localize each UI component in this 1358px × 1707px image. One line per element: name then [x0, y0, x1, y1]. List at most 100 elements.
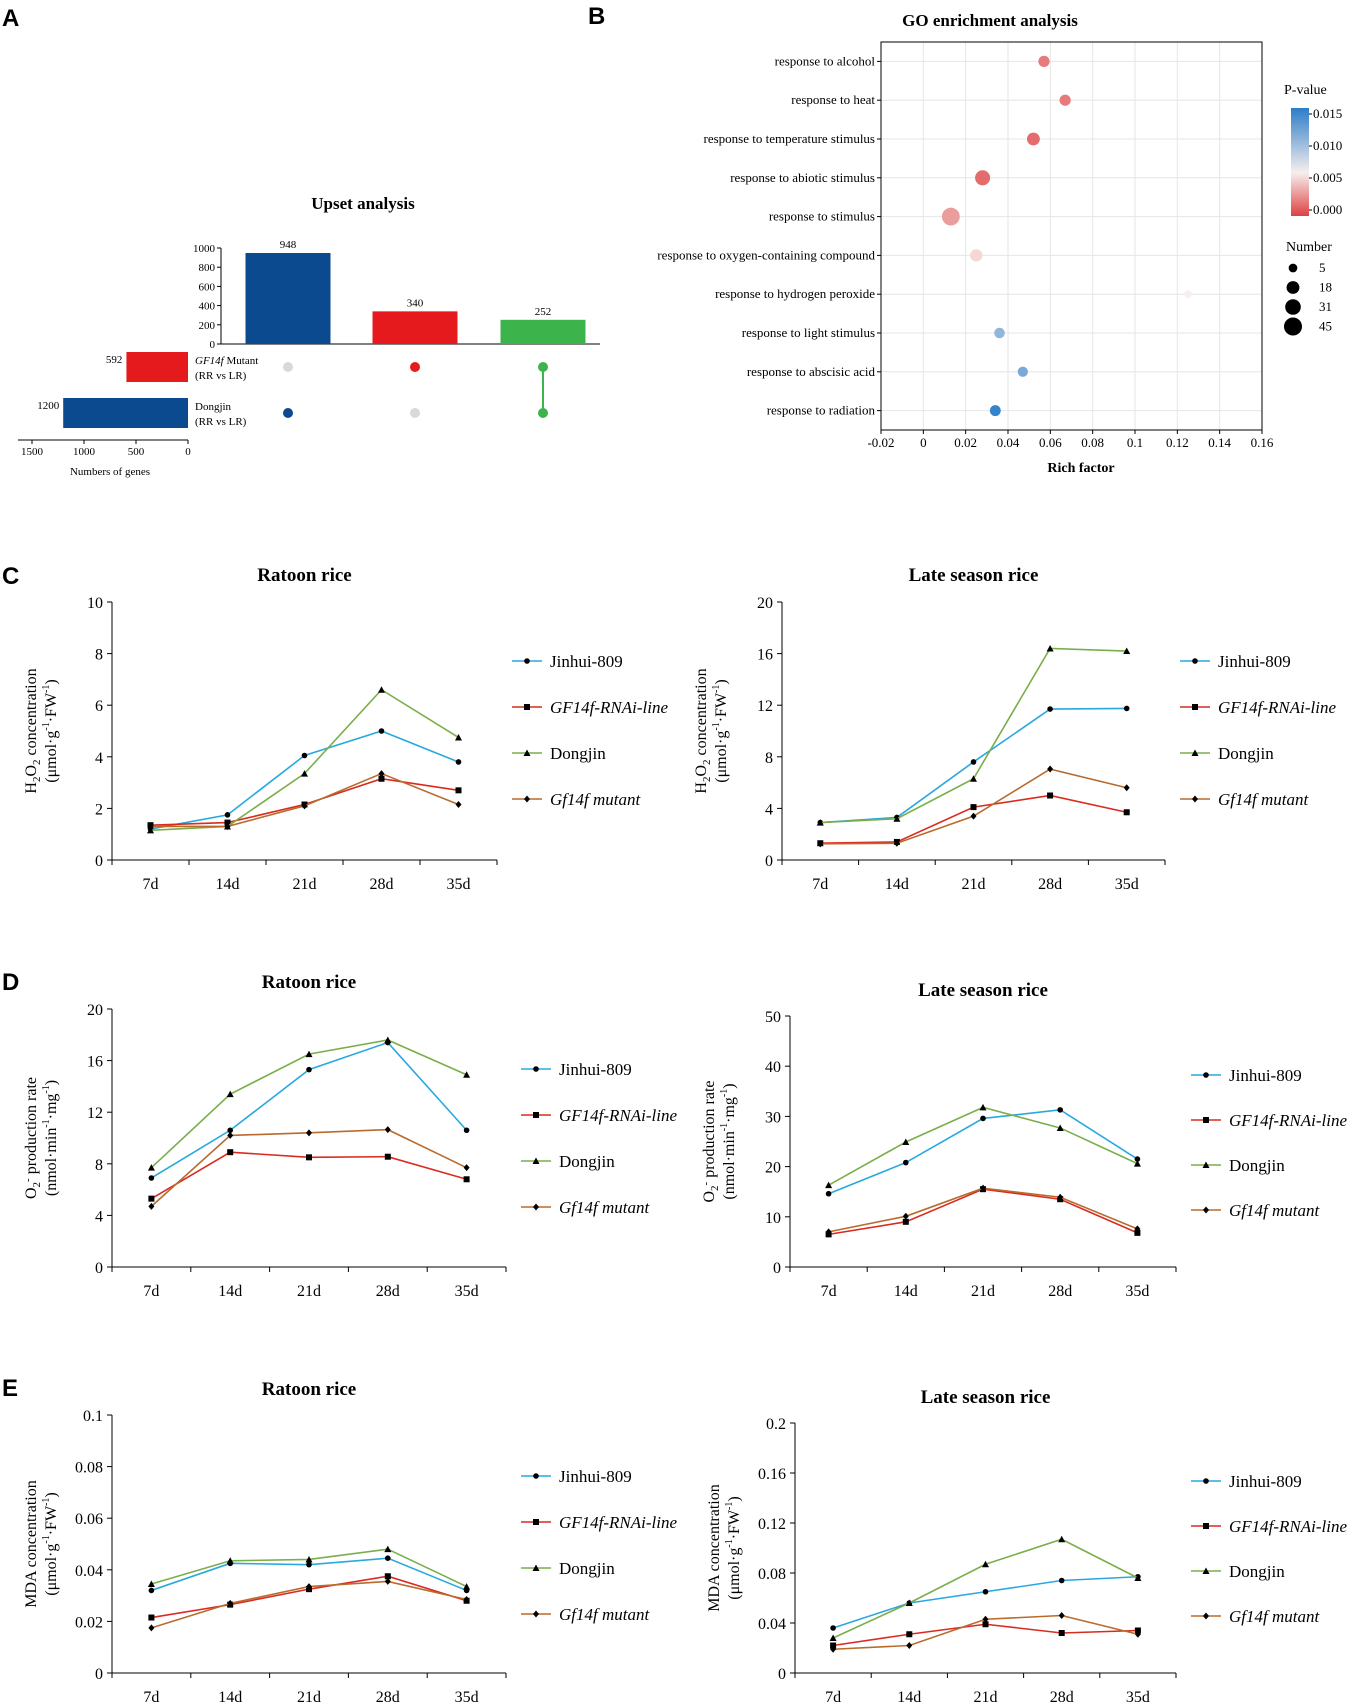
line-y-axis-label: O2- production rate	[700, 1080, 721, 1202]
go-term-point	[989, 405, 1001, 417]
go-term-point	[994, 327, 1005, 339]
upset-intersection-bar	[500, 319, 586, 344]
line-point-marker	[1058, 1535, 1066, 1543]
line-ytick-label: 4	[95, 750, 103, 767]
line-ytick-label: 10	[87, 595, 103, 612]
line-y-axis-label: O2- production rate	[22, 1077, 43, 1199]
line-point-marker	[524, 795, 530, 803]
line-legend-label: Gf14f mutant	[1229, 1607, 1320, 1626]
line-point-marker	[533, 1203, 539, 1211]
line-point-marker	[524, 658, 530, 664]
line-ytick-label: 0.12	[758, 1516, 786, 1533]
line-point-marker	[533, 1519, 539, 1525]
line-point-marker	[463, 1164, 470, 1172]
line-point-marker	[1123, 809, 1130, 816]
line-series-path	[150, 730, 459, 830]
go-term-point	[1059, 94, 1071, 106]
line-point-marker	[1134, 1229, 1141, 1236]
line-ytick-label: 16	[87, 1054, 103, 1071]
line-point-marker	[1056, 1124, 1064, 1131]
line-ytick-label: 30	[765, 1109, 781, 1126]
line-xtick-label: 28d	[1038, 876, 1062, 893]
go-term-label: response to hydrogen peroxide	[715, 286, 875, 301]
go-term-point	[941, 207, 960, 226]
line-chart-title: Late season rice	[918, 980, 1048, 1001]
line-point-marker	[903, 1159, 909, 1166]
line-point-marker	[1203, 1612, 1209, 1620]
line-ytick-label: 10	[765, 1210, 781, 1227]
line-xtick-label: 35d	[455, 1283, 479, 1300]
line-point-marker	[1133, 1160, 1141, 1167]
line-point-marker	[893, 839, 900, 847]
line-ytick-label: 6	[95, 698, 103, 715]
go-term-label: response to heat	[791, 92, 875, 107]
go-term-point	[1026, 132, 1040, 146]
line-point-marker	[1203, 1117, 1209, 1123]
line-ytick-label: 20	[765, 1160, 781, 1177]
line-point-marker	[1192, 658, 1198, 664]
line-point-marker	[825, 1190, 832, 1197]
line-y-axis-unit: (nmol·min-1​·mg-1​)	[41, 1080, 60, 1196]
line-point-marker	[227, 1149, 234, 1156]
go-size-legend-label: 31	[1319, 299, 1332, 314]
go-xtick-label: 0.16	[1251, 435, 1274, 450]
line-point-marker	[1203, 1523, 1209, 1529]
line-y-axis-unit: (μmol·g-1​·FW-1​)	[724, 1496, 743, 1599]
line-ytick-label: 0	[778, 1666, 786, 1683]
line-point-marker	[825, 1181, 833, 1189]
line-point-marker	[980, 1184, 986, 1192]
line-point-marker	[1134, 1627, 1141, 1634]
line-point-marker	[533, 1112, 539, 1118]
go-pvalue-colorbar	[1291, 108, 1309, 216]
line-point-marker	[817, 840, 824, 848]
upset-set-xtick-label: 0	[185, 446, 191, 458]
line-point-marker	[384, 1036, 392, 1043]
line-series-path	[832, 1623, 1138, 1647]
line-point-marker	[1057, 1193, 1064, 1201]
upset-set-subtitle: (RR vs LR)	[195, 416, 247, 428]
line-ytick-label: 0.04	[758, 1616, 786, 1633]
line-point-marker	[980, 1115, 986, 1122]
upset-bar-ytick-label: 800	[199, 262, 216, 274]
line-point-marker	[902, 1212, 909, 1220]
upset-set-name: GF14f Mutant	[195, 355, 258, 367]
line-point-marker	[1192, 795, 1198, 803]
upset-set-size-label: 1200	[37, 400, 60, 412]
go-term-label: response to temperature stimulus	[704, 131, 876, 146]
line-point-marker	[970, 759, 977, 765]
line-point-marker	[1058, 1630, 1065, 1636]
line-xtick-label: 21d	[962, 876, 986, 893]
line-series-path	[828, 1109, 1138, 1195]
line-point-marker	[301, 752, 308, 759]
upset-bar-value-label: 948	[280, 239, 297, 251]
go-size-legend-label: 18	[1319, 280, 1332, 295]
go-term-label: response to stimulus	[769, 209, 875, 224]
line-point-marker	[982, 1621, 989, 1628]
line-legend-label: Dongjin	[1229, 1156, 1285, 1175]
h2o2-late-season-chart: Late season rice 0 4 8 12 16 20 7d 14d 21d 28d 35d H…	[693, 565, 1336, 893]
line-ytick-label: 16	[757, 647, 773, 664]
line-xtick-label: 35d	[447, 876, 471, 893]
line-point-marker	[384, 1153, 391, 1160]
upset-title: Upset analysis	[311, 194, 415, 213]
line-xtick-label: 21d	[974, 1689, 998, 1706]
line-point-marker	[533, 1610, 539, 1618]
line-point-marker	[378, 686, 385, 693]
go-colorbar-label: 0.000	[1313, 202, 1342, 217]
line-point-marker	[905, 1599, 913, 1606]
line-legend-label: Gf14f mutant	[550, 790, 641, 809]
line-legend-label: GF14f-RNAi-line	[1218, 698, 1336, 717]
line-point-marker	[830, 1642, 837, 1649]
line-point-marker	[301, 802, 308, 810]
panel-letter-b: B	[588, 3, 605, 30]
line-point-marker	[226, 1557, 234, 1564]
line-point-marker	[906, 1642, 913, 1649]
line-point-marker	[226, 1090, 234, 1098]
line-point-marker	[1047, 792, 1054, 799]
line-point-marker	[532, 1157, 540, 1164]
line-ytick-label: 0.08	[758, 1566, 786, 1583]
go-size-legend-dot	[1288, 263, 1298, 273]
line-point-marker	[1203, 1206, 1209, 1214]
line-legend-label: Dongjin	[559, 1152, 615, 1171]
go-xtick-label: 0.04	[997, 435, 1020, 450]
